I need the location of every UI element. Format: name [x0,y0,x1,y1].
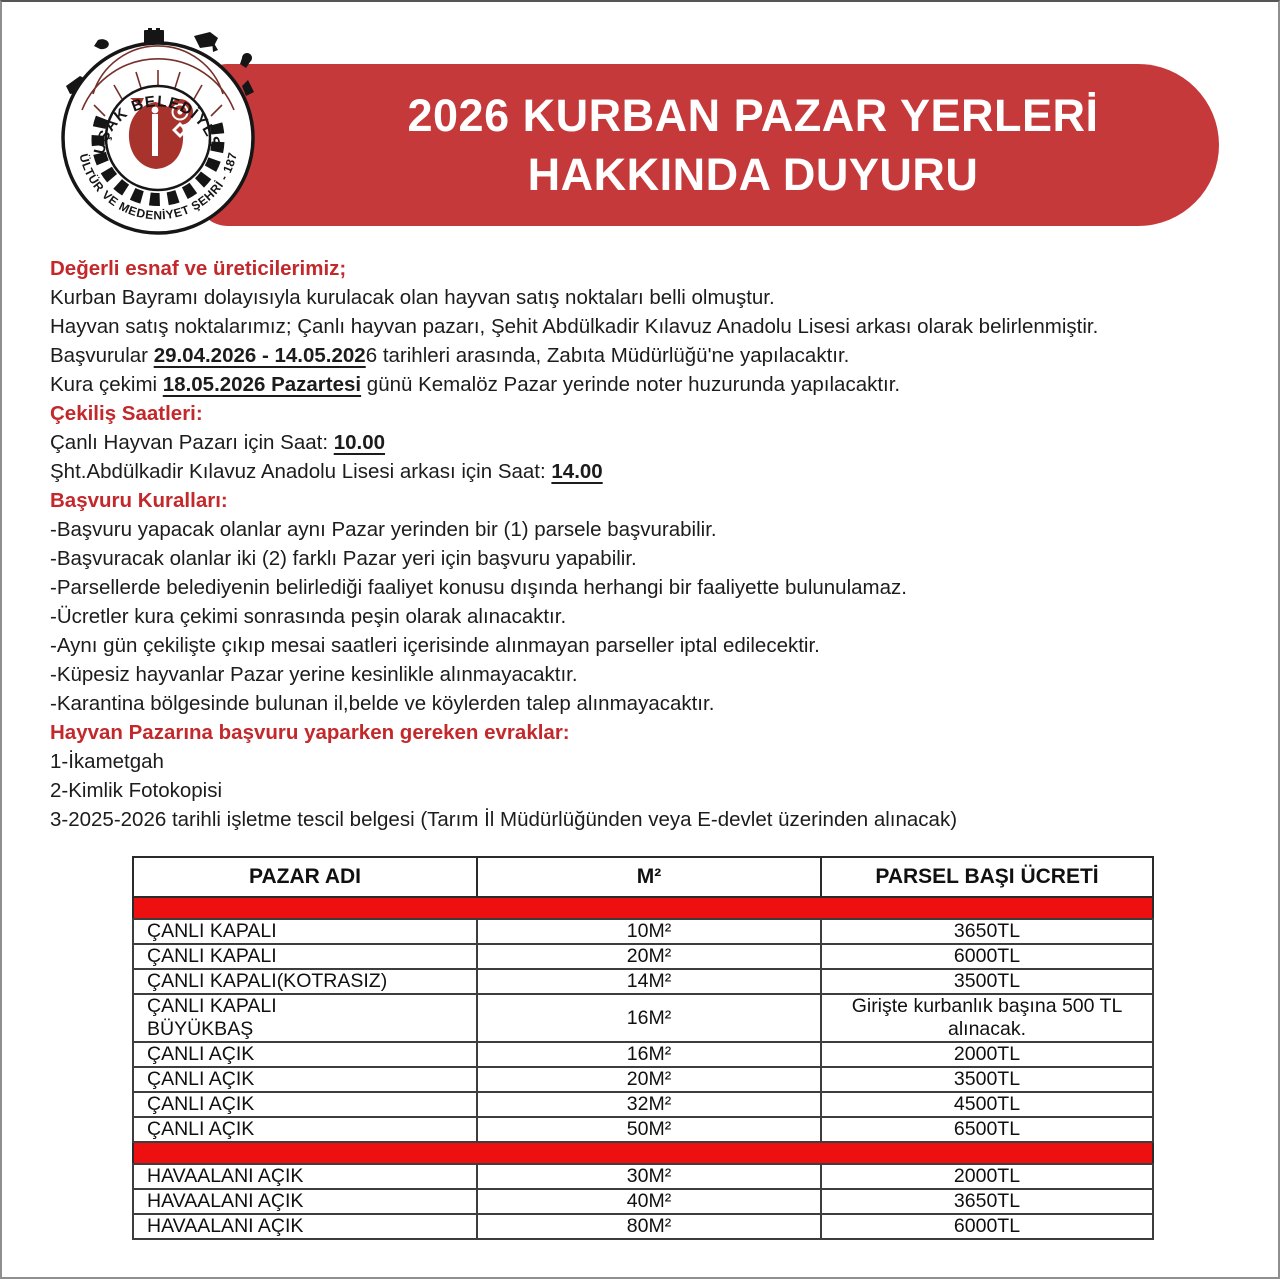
page-title-line2: HAKKINDA DUYURU [527,149,979,200]
text-segment: Çanlı Hayvan Pazarı için Saat: [50,431,334,454]
size-cell: 30M² [476,1163,822,1190]
document-item: 3-2025-2026 tarihli işletme tescil belge… [50,808,958,831]
size-cell: 40M² [476,1188,822,1215]
column-header-price: PARSEL BAŞI ÜCRETİ [820,856,1154,898]
rule-item: -Başvuru yapacak olanlar aynı Pazar yeri… [50,518,717,541]
intro-heading: Değerli esnaf ve üreticilerimiz; [50,257,347,280]
red-divider-row [132,896,1154,920]
drawing-times-heading: Çekiliş Saatleri: [50,402,203,425]
red-divider-bar [132,896,1154,920]
jug-emblem-icon [128,98,193,169]
gear-icon [91,115,225,206]
documents-heading: Hayvan Pazarına başvuru yaparken gereken… [50,721,570,744]
table-row: ÇANLI AÇIK 50M² 6500TL [132,1116,1154,1143]
price-table: PAZAR ADI M² PARSEL BAŞI ÜCRETİ ÇANLI KA… [132,856,1154,1240]
table-row: ÇANLI KAPALI 20M² 6000TL [132,943,1154,970]
size-cell: 10M² [476,918,822,945]
rules-heading: Başvuru Kuralları: [50,489,228,512]
size-cell: 32M² [476,1091,822,1118]
application-dates-line: Başvurular 29.04.2026 - 14.05.2026 tarih… [50,341,1242,370]
price-cell: 4500TL [820,1091,1154,1118]
seal-figures-icon [66,28,254,96]
market-name-cell: HAVAALANI AÇIK [132,1213,478,1240]
price-cell: 6500TL [820,1116,1154,1143]
market-name-cell: ÇANLI KAPALI BÜYÜKBAŞ [132,993,478,1043]
column-header-market: PAZAR ADI [132,856,478,898]
size-cell: 20M² [476,1066,822,1093]
lottery-date-line: Kura çekimi 18.05.2026 Pazartesi günü Ke… [50,370,1242,399]
text-segment: Başvurular [50,344,154,367]
municipality-seal-icon: UŞAK BELEDİYESİ KÜLTÜR VE MEDENİYET ŞEHR… [47,15,255,235]
price-cell: 3500TL [820,968,1154,995]
market-name-cell: ÇANLI AÇIK [132,1116,478,1143]
market-name-cell: ÇANLI KAPALI [132,918,478,945]
text-segment: günü Kemalöz Pazar yerinde noter huzurun… [361,373,901,396]
table-row: HAVAALANI AÇIK 30M² 2000TL [132,1163,1154,1190]
brick-arch-icon [81,45,235,117]
page-title-line1: 2026 KURBAN PAZAR YERLERİ [407,90,1099,141]
table-header-row: PAZAR ADI M² PARSEL BAŞI ÜCRETİ [132,856,1154,898]
intro-line: Kurban Bayramı dolayısıyla kurulacak ola… [50,286,775,309]
drawing-time-value: 14.00 [551,460,603,483]
market-name-cell: ÇANLI KAPALI [132,943,478,970]
market-name-cell: ÇANLI AÇIK [132,1066,478,1093]
size-cell: 80M² [476,1213,822,1240]
lottery-date: 18.05.2026 Pazartesi [162,373,362,396]
table-row: ÇANLI AÇIK 20M² 3500TL [132,1066,1154,1093]
rule-item: -Aynı gün çekilişte çıkıp mesai saatleri… [50,634,820,657]
size-cell: 20M² [476,943,822,970]
table-row: HAVAALANI AÇIK 40M² 3650TL [132,1188,1154,1215]
price-cell: 6000TL [820,943,1154,970]
market-name-cell: ÇANLI AÇIK [132,1041,478,1068]
market-name-cell: ÇANLI KAPALI(KOTRASIZ) [132,968,478,995]
application-date-range: 29.04.2026 - 14.05.202 [153,344,366,367]
table-row: HAVAALANI AÇIK 80M² 6000TL [132,1213,1154,1240]
table-row: ÇANLI AÇIK 32M² 4500TL [132,1091,1154,1118]
drawing-time-line: Şht.Abdülkadir Kılavuz Anadolu Lisesi ar… [50,457,1242,486]
price-cell: Girişte kurbanlık başına 500 TL alınacak… [820,993,1154,1043]
size-cell: 50M² [476,1116,822,1143]
price-cell: 2000TL [820,1163,1154,1190]
price-cell: 3650TL [820,918,1154,945]
column-header-size: M² [476,856,822,898]
price-cell: 3500TL [820,1066,1154,1093]
rule-item: -Başvuracak olanlar iki (2) farklı Pazar… [50,547,637,570]
market-name-cell: ÇANLI AÇIK [132,1091,478,1118]
drawing-time-line: Çanlı Hayvan Pazarı için Saat: 10.00 [50,428,1242,457]
text-segment: 6 tarihleri arasında, Zabıta Müdürlüğü'n… [365,344,850,367]
price-cell: 2000TL [820,1041,1154,1068]
red-divider-row [132,1141,1154,1165]
table-row: ÇANLI AÇIK 16M² 2000TL [132,1041,1154,1068]
text-segment: Şht.Abdülkadir Kılavuz Anadolu Lisesi ar… [50,460,552,483]
table-row: ÇANLI KAPALI 10M² 3650TL [132,918,1154,945]
text-segment: Kura çekimi [50,373,163,396]
red-divider-bar [132,1141,1154,1165]
rule-item: -Küpesiz hayvanlar Pazar yerine kesinlik… [50,663,578,686]
market-name-cell: HAVAALANI AÇIK [132,1188,478,1215]
table-row: ÇANLI KAPALI BÜYÜKBAŞ 16M² Girişte kurbanl… [132,993,1154,1043]
table-row: ÇANLI KAPALI(KOTRASIZ) 14M² 3500TL [132,968,1154,995]
municipality-logo: UŞAK BELEDİYESİ KÜLTÜR VE MEDENİYET ŞEHR… [47,15,264,242]
price-cell: 3650TL [820,1188,1154,1215]
rule-item: -Parsellerde belediyenin belirlediği faa… [50,576,907,599]
document-item: 2-Kimlik Fotokopisi [50,779,223,802]
title-banner: 2026 KURBAN PAZAR YERLERİ HAKKINDA DUYUR… [197,64,1219,226]
intro-line: Hayvan satış noktalarımız; Çanlı hayvan … [50,315,1099,338]
price-cell: 6000TL [820,1213,1154,1240]
market-name-cell: HAVAALANI AÇIK [132,1163,478,1190]
size-cell: 14M² [476,968,822,995]
document-item: 1-İkametgah [50,750,164,773]
rule-item: -Karantina bölgesinde bulunan il,belde v… [50,692,715,715]
size-cell: 16M² [476,993,822,1043]
rule-item: -Ücretler kura çekimi sonrasında peşin o… [50,605,567,628]
announcement-body: Değerli esnaf ve üreticilerimiz; Kurban … [50,254,1242,834]
drawing-time-value: 10.00 [333,431,386,454]
size-cell: 16M² [476,1041,822,1068]
